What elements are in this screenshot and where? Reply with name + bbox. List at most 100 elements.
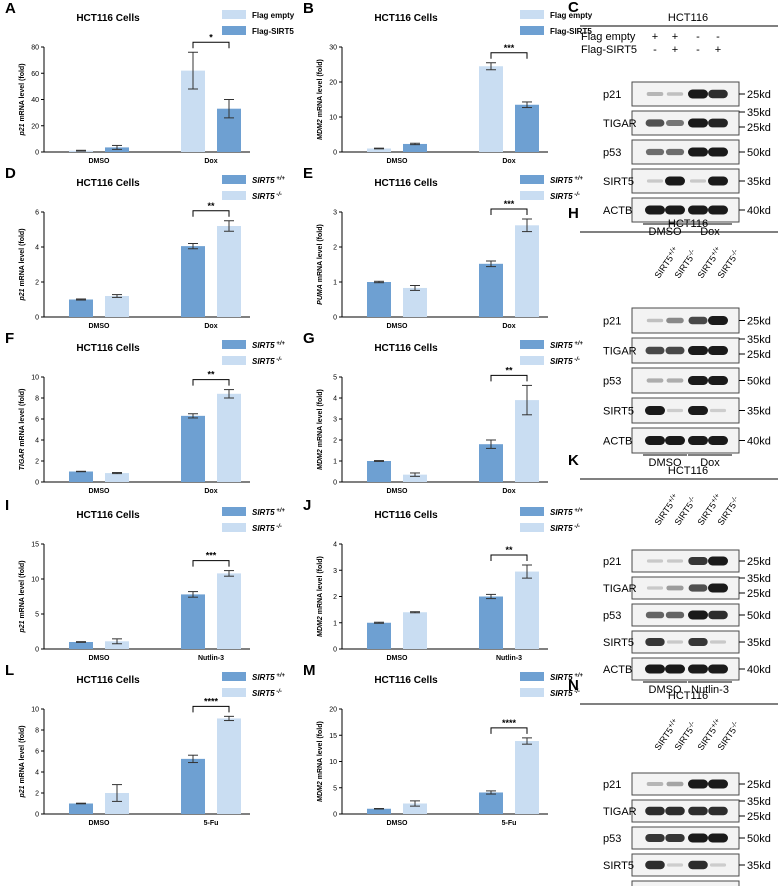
bar: [403, 143, 427, 152]
marker-label: 35kd: [747, 334, 771, 346]
legend-swatch: [520, 672, 544, 681]
blot-title: HCT116: [668, 690, 708, 702]
bar: [403, 287, 427, 317]
bar: [181, 594, 205, 649]
y-tick-label: 8: [35, 396, 39, 403]
marker-label: 40kd: [747, 664, 771, 676]
bar: [69, 642, 93, 649]
blot-band: [708, 610, 728, 620]
condition-sign: +: [672, 44, 678, 56]
significance-label: ***: [504, 199, 515, 209]
blot-strip: [631, 576, 740, 600]
marker-label: 35kd: [747, 107, 771, 119]
protein-label: SIRT5: [603, 860, 634, 872]
blot-band: [688, 556, 708, 566]
bar: [217, 573, 241, 649]
significance-bracket: [192, 379, 230, 386]
legend-label: SIRT5 +/+: [550, 176, 583, 185]
category-label: Dox: [204, 158, 217, 165]
marker-label: 35kd: [747, 637, 771, 649]
blot-band: [646, 782, 664, 786]
panel-letter: A: [5, 0, 16, 17]
blot-band: [666, 378, 684, 383]
chart-panel-a: A HCT116 Cells 0 20 40 60 80 p21 mRNA level (fo…: [5, 0, 295, 165]
blot-strip: [631, 81, 740, 107]
blot-band: [689, 179, 707, 183]
blot-strip: [631, 168, 740, 194]
y-tick-label: 4: [333, 542, 337, 549]
marker-label: 50kd: [747, 376, 771, 388]
y-tick-label: 1: [333, 459, 337, 466]
blot-band: [646, 179, 664, 183]
y-tick-label: 2: [333, 594, 337, 601]
significance-label: **: [505, 365, 513, 375]
blot-band: [688, 346, 708, 355]
bar: [403, 803, 427, 814]
chart-title: HCT116 Cells: [76, 675, 140, 686]
condition-sign: -: [696, 44, 700, 56]
significance-label: ***: [206, 551, 217, 561]
blot-band: [709, 863, 727, 867]
y-tick-label: 20: [329, 707, 337, 714]
legend-label: Flag-SIRT5: [550, 27, 592, 36]
legend-swatch: [520, 688, 544, 697]
chart-title: HCT116 Cells: [76, 178, 140, 189]
legend-swatch: [520, 10, 544, 19]
bar: [367, 808, 391, 814]
legend-label: SIRT5 -/-: [252, 357, 282, 366]
blot-band: [708, 89, 728, 99]
blot-strip: [631, 367, 740, 394]
y-tick-label: 30: [329, 45, 337, 52]
bar: [367, 148, 391, 152]
legend-swatch: [222, 340, 246, 349]
category-label: Dox: [204, 323, 217, 330]
blot-band: [708, 806, 728, 816]
blot-title: HCT116: [668, 12, 708, 24]
protein-label: p53: [603, 833, 621, 845]
y-axis-label: p21 mRNA level (fold): [19, 228, 26, 301]
legend-label: SIRT5 -/-: [550, 689, 580, 698]
legend-label: SIRT5 +/+: [550, 508, 583, 517]
y-tick-label: 2: [35, 791, 39, 798]
bar: [367, 622, 391, 649]
protein-label: SIRT5: [603, 176, 634, 188]
category-label: DMSO: [89, 158, 111, 165]
western-blot-k: KHCT116SIRT5+/+SIRT5-/-SIRT5+/+SIRT5-/-p…: [568, 452, 778, 696]
blot-band: [708, 118, 728, 128]
legend-swatch: [222, 191, 246, 200]
legend-swatch: [222, 175, 246, 184]
blot-band: [666, 559, 684, 563]
western-blot-n: NHCT116SIRT5+/+SIRT5-/-SIRT5+/+SIRT5-/-p…: [568, 677, 778, 886]
blot-band: [688, 833, 708, 843]
significance-label: ****: [502, 718, 517, 728]
category-label: DMSO: [89, 488, 111, 495]
category-label: DMSO: [89, 655, 111, 662]
bar: [479, 444, 503, 482]
condition-label: Flag-SIRT5: [581, 44, 637, 56]
panel-letter: E: [303, 165, 313, 182]
y-tick-label: 4: [35, 438, 39, 445]
blot-band: [645, 664, 665, 674]
chart-panel-i: I HCT116 Cells 0 5 10 15 p21 mRNA level (fold)…: [5, 497, 285, 662]
legend-swatch: [520, 191, 544, 200]
marker-label: 40kd: [747, 205, 771, 217]
panel-letter: C: [568, 0, 579, 16]
blot-band: [666, 408, 684, 413]
blot-band: [688, 376, 708, 385]
marker-label: 35kd: [747, 176, 771, 188]
group-label: Dox: [700, 457, 720, 469]
y-tick-label: 0: [35, 812, 39, 819]
marker-label: 25kd: [747, 316, 771, 328]
significance-label: ***: [504, 43, 515, 53]
y-tick-label: 3: [333, 568, 337, 575]
y-axis-label: PUMA mRNA level (fold): [317, 224, 324, 305]
blot-band: [688, 147, 708, 157]
legend-label: SIRT5 -/-: [550, 192, 580, 201]
significance-bracket: [192, 705, 230, 713]
legend-label: SIRT5 -/-: [252, 689, 282, 698]
y-tick-label: 0: [333, 150, 337, 157]
y-tick-label: 0: [35, 150, 39, 157]
panel-letter: N: [568, 677, 579, 694]
